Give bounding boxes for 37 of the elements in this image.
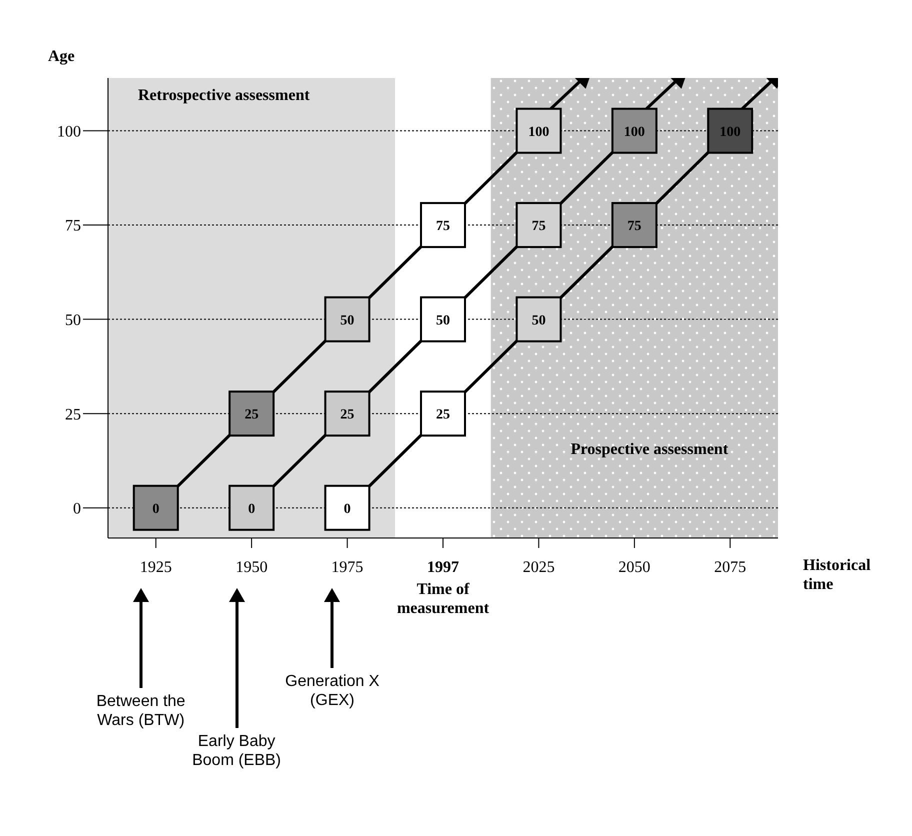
data-label: 25	[340, 408, 354, 423]
data-label: 50	[340, 313, 354, 328]
point	[707, 108, 754, 154]
y-axis-title: Age	[48, 48, 75, 66]
text: Early Baby Boom (EBB)	[191, 732, 282, 770]
y-tick-label: 100	[57, 123, 81, 140]
x-tick-label: 2050	[618, 559, 650, 576]
x-tick-label: 2075	[714, 559, 746, 576]
y-tick-label: 0	[73, 500, 81, 518]
band-label: Prospective assessment	[570, 440, 730, 459]
data-label: 0	[152, 502, 160, 517]
y-tick-label: 75	[65, 218, 81, 235]
text: Between the Wars (BTW)	[95, 692, 186, 730]
x-tick-label: 2025	[522, 559, 555, 576]
data-label: 75	[532, 219, 546, 234]
x-tick-label: 1925	[140, 559, 172, 576]
point	[228, 390, 275, 437]
data-label: 75	[436, 219, 450, 234]
band-label: Retrospective assessment	[138, 86, 311, 105]
data-label: 75	[627, 219, 642, 234]
data-label: 100	[624, 124, 645, 140]
x-tick-label: 1997	[427, 559, 459, 576]
data-label: 0	[248, 502, 256, 517]
y-tick-label: 50	[65, 312, 81, 329]
data-label: 50	[436, 313, 450, 328]
data-label: 100	[720, 124, 741, 140]
data-label: 25	[436, 408, 450, 423]
text: Time of measurement	[396, 580, 490, 618]
data-label: 25	[244, 408, 259, 423]
text: Generation X (GEX)	[284, 672, 380, 710]
x-axis-title: Historical time	[803, 556, 872, 594]
data-label: 100	[528, 124, 550, 140]
x-tick-label: 1950	[236, 559, 268, 576]
data-label: 0	[344, 502, 351, 517]
data-label: 50	[532, 313, 546, 328]
x-tick-label: 1975	[331, 559, 364, 576]
y-tick-label: 25	[65, 406, 81, 424]
